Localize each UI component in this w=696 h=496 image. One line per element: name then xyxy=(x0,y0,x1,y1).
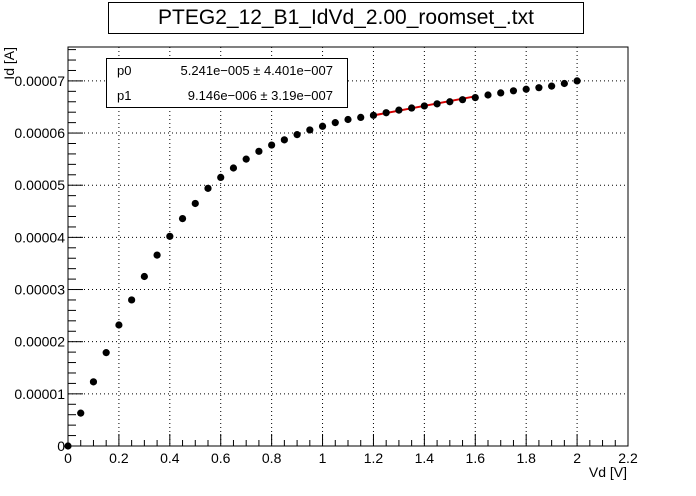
y-axis-label: Id [A] xyxy=(1,47,17,80)
data-point xyxy=(229,164,238,172)
y-tick-label: 0.00003 xyxy=(14,282,65,298)
tick-labels: 0 0.2 0.4 0.6 0.8 1 1.2 1.4 1.6 1.8 2 2.2 0 0.00001 0.… xyxy=(14,73,638,466)
data-point xyxy=(344,115,352,124)
data-point xyxy=(217,173,225,181)
data-point xyxy=(382,109,390,117)
data-point xyxy=(395,106,403,114)
axis-ticks xyxy=(67,49,629,447)
fit-stats-box: p0 5.241e−005 ± 4.401e−007 p1 9.146e−006… xyxy=(106,58,348,108)
y-tick-label: 0 xyxy=(57,438,65,454)
data-point xyxy=(548,82,556,90)
data-point xyxy=(408,104,416,112)
data-point xyxy=(497,89,505,97)
chart-title: PTEG2_12_B1_IdVd_2.00_roomset_.txt xyxy=(158,6,534,29)
data-point xyxy=(89,378,98,386)
data-point xyxy=(191,199,199,208)
y-tick-label: 0.00001 xyxy=(14,386,65,402)
data-point xyxy=(178,214,187,223)
y-tick-label: 0.00005 xyxy=(14,177,65,193)
data-point xyxy=(357,113,365,122)
data-point xyxy=(153,251,161,259)
x-tick-label: 0 xyxy=(64,450,72,466)
data-point xyxy=(471,93,479,102)
data-point xyxy=(420,102,428,110)
y-tick-label: 0.00006 xyxy=(14,125,65,141)
data-point xyxy=(64,442,72,450)
x-tick-label: 2.2 xyxy=(618,450,638,466)
x-tick-label: 1 xyxy=(319,450,327,466)
data-point xyxy=(242,155,250,163)
data-point xyxy=(433,100,441,108)
x-tick-label: 0.6 xyxy=(211,450,231,466)
data-point xyxy=(102,349,110,357)
data-point xyxy=(573,77,581,85)
stats-row-p0: p0 5.241e−005 ± 4.401e−007 xyxy=(107,63,347,83)
data-point xyxy=(306,126,314,134)
data-point xyxy=(535,84,543,92)
chart-title-box: PTEG2_12_B1_IdVd_2.00_roomset_.txt xyxy=(108,2,584,34)
stats-param-value: 9.146e−006 ± 3.19e−007 xyxy=(187,88,333,103)
x-tick-label: 0.8 xyxy=(262,450,282,466)
data-point xyxy=(77,409,85,417)
data-points xyxy=(64,77,581,450)
data-point xyxy=(255,147,263,155)
x-tick-label: 1.2 xyxy=(364,450,384,466)
x-tick-label: 1.4 xyxy=(415,450,435,466)
x-tick-label: 2 xyxy=(573,450,581,466)
data-point xyxy=(140,272,148,281)
data-point xyxy=(509,87,518,95)
data-point xyxy=(293,131,301,139)
data-point xyxy=(115,321,123,329)
data-point xyxy=(446,98,454,106)
x-tick-label: 0.2 xyxy=(109,450,129,466)
data-point xyxy=(522,85,530,93)
data-point xyxy=(318,122,327,130)
x-tick-label: 0.4 xyxy=(160,450,180,466)
x-axis-label: Vd [V] xyxy=(589,464,627,480)
stats-row-p1: p1 9.146e−006 ± 3.19e−007 xyxy=(107,88,347,108)
data-point xyxy=(268,141,276,149)
x-tick-label: 1.8 xyxy=(516,450,536,466)
stats-param-name: p0 xyxy=(117,63,132,78)
data-point xyxy=(560,79,568,88)
data-point xyxy=(458,96,467,104)
x-tick-label: 1.6 xyxy=(466,450,486,466)
data-point xyxy=(128,296,136,304)
y-tick-label: 0.00002 xyxy=(14,334,65,350)
data-point xyxy=(280,136,288,144)
grid xyxy=(68,47,628,446)
data-point xyxy=(369,111,378,119)
stats-param-value: 5.241e−005 ± 4.401e−007 xyxy=(180,63,333,78)
data-point xyxy=(204,184,212,192)
data-point xyxy=(331,119,339,127)
data-point xyxy=(166,232,174,240)
y-tick-label: 0.00007 xyxy=(14,73,65,89)
y-tick-label: 0.00004 xyxy=(14,229,65,245)
stats-param-name: p1 xyxy=(117,88,132,103)
data-point xyxy=(484,91,492,99)
